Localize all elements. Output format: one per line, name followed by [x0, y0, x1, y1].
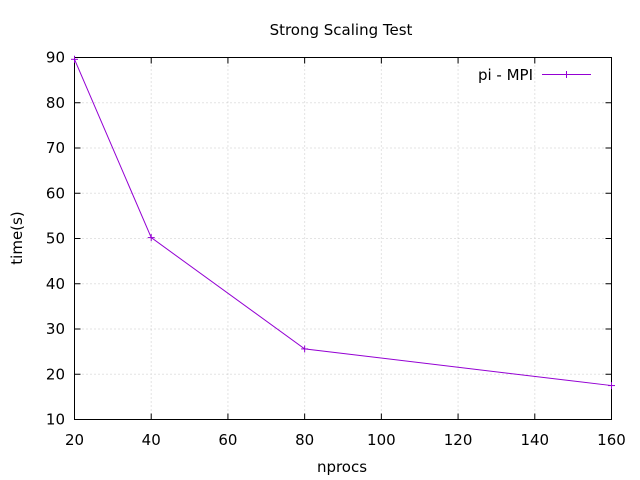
- data-point: [608, 382, 615, 390]
- data-point: [301, 345, 309, 353]
- y-tick-label: 70: [46, 139, 65, 157]
- y-axis-label: time(s): [8, 211, 26, 264]
- x-tick-label: 120: [444, 431, 473, 449]
- y-tick-label: 40: [46, 275, 65, 293]
- x-tick-label: 100: [367, 431, 396, 449]
- data-point: [147, 234, 155, 242]
- y-tick-label: 20: [46, 365, 65, 383]
- series-layer: [71, 55, 615, 390]
- y-tick-label: 80: [46, 94, 65, 112]
- x-tick-label: 140: [520, 431, 549, 449]
- chart-title: Strong Scaling Test: [270, 21, 413, 39]
- data-point: [71, 55, 78, 63]
- grid: [74, 57, 612, 420]
- y-tick-label: 10: [46, 411, 65, 429]
- legend-label-pi-mpi: pi - MPI: [478, 66, 533, 84]
- y-tick-label: 60: [46, 184, 65, 202]
- y-tick-label: 30: [46, 320, 65, 338]
- x-tick-label: 20: [65, 431, 84, 449]
- legend-marker-pi-mpi: [563, 71, 570, 78]
- y-tick-labels: 10 20 30 40 50 60 70 80 90: [46, 49, 65, 429]
- y-tick-label: 50: [46, 230, 65, 248]
- legend-marker-plus: [563, 71, 570, 78]
- x-tick-label: 40: [142, 431, 161, 449]
- x-tick-label: 160: [597, 431, 626, 449]
- x-tick-label: 80: [295, 431, 314, 449]
- legend: pi - MPI: [478, 66, 591, 84]
- series-line-pi-mpi: [74, 59, 612, 387]
- x-axis-label: nprocs: [317, 458, 367, 476]
- x-tick-label: 60: [218, 431, 237, 449]
- axis-ticks: [74, 57, 612, 420]
- x-tick-labels: 20 40 60 80 100 120 140 160: [65, 431, 626, 449]
- y-tick-label: 90: [46, 49, 65, 67]
